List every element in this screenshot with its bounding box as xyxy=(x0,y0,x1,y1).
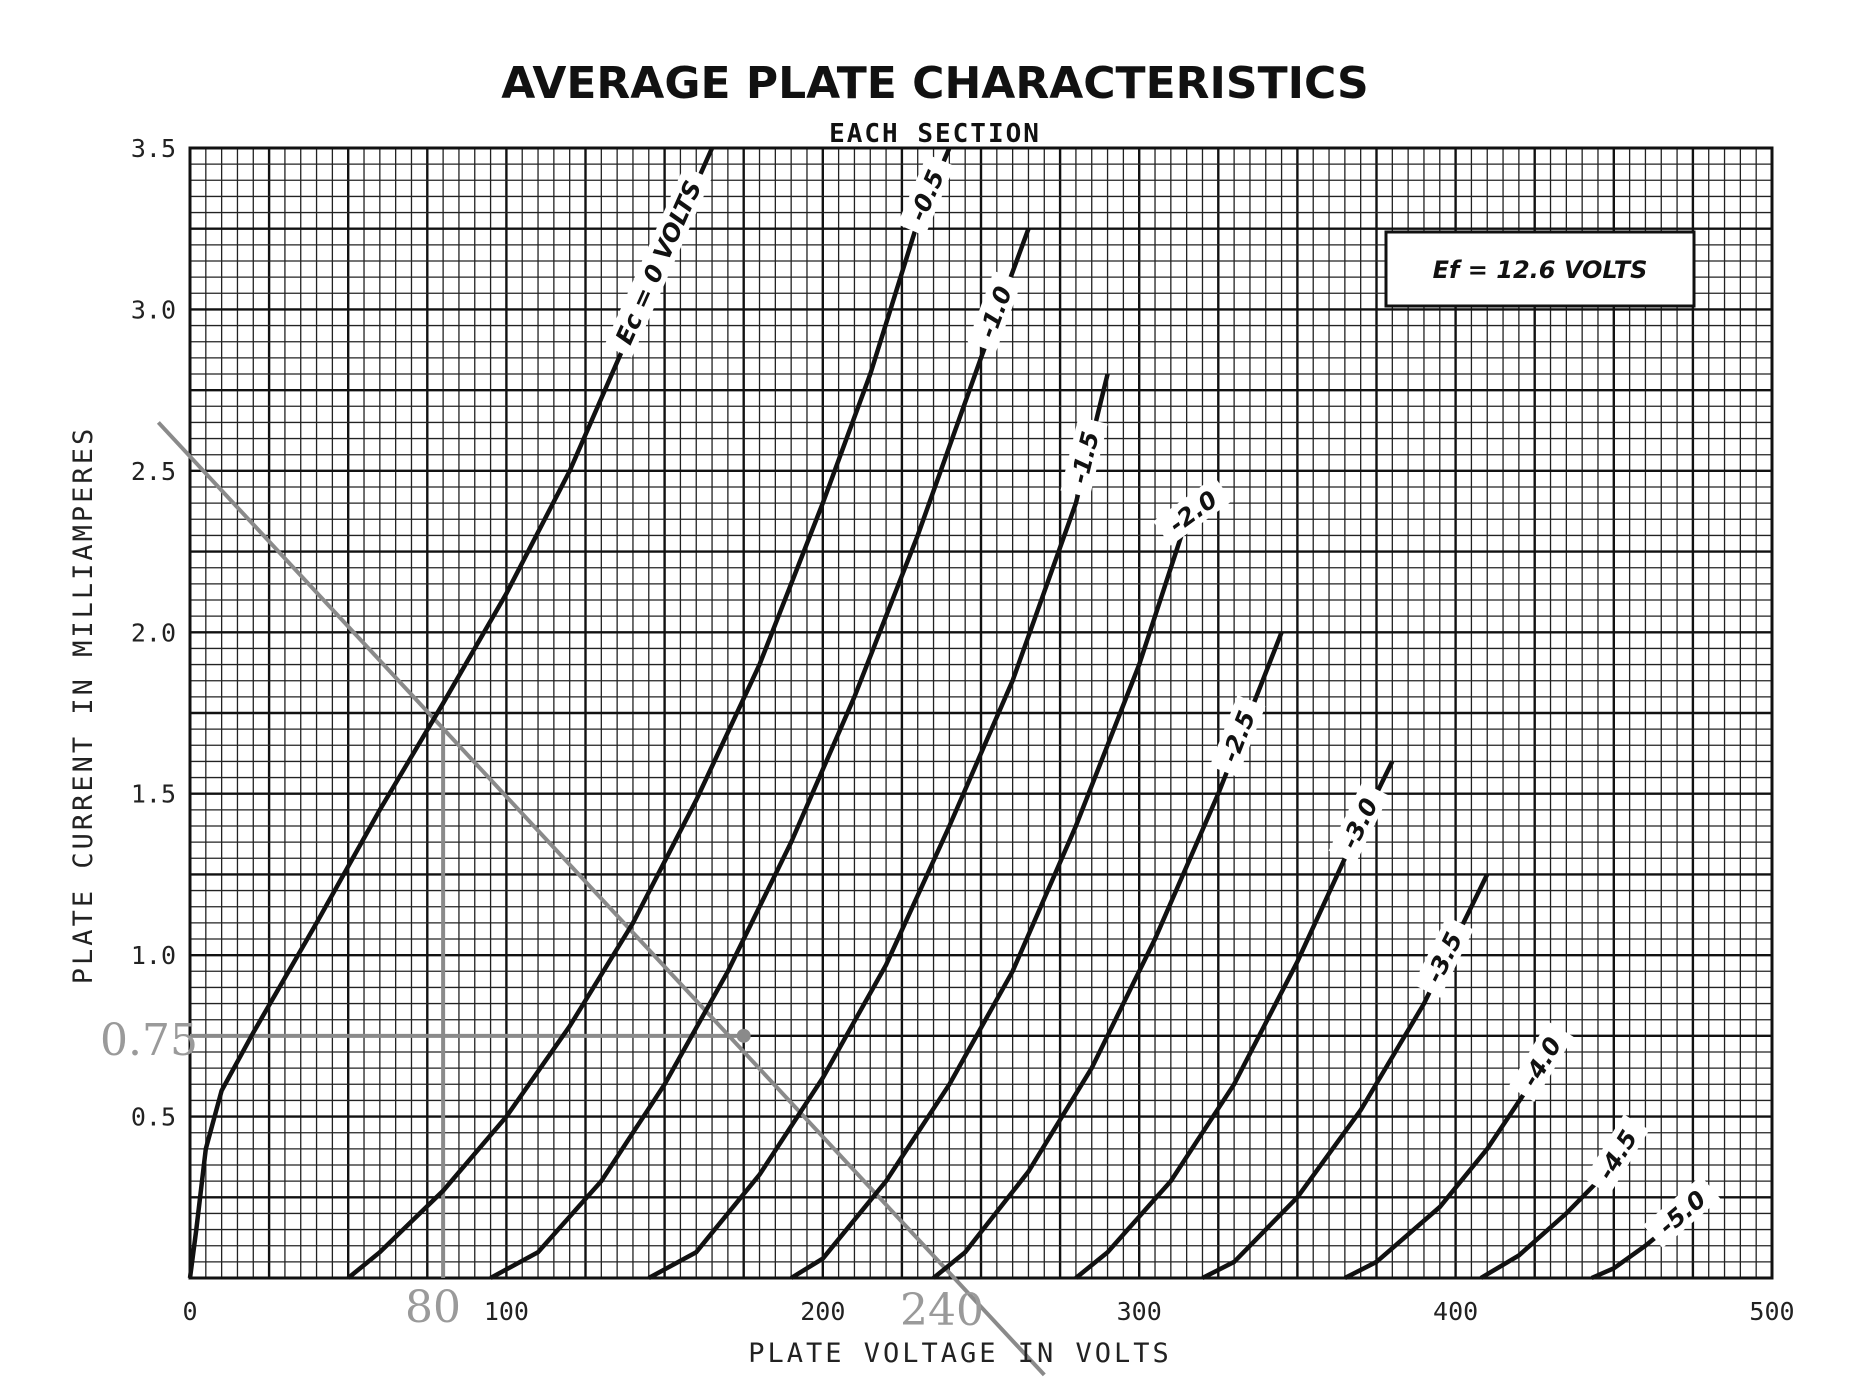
curve-label-bg xyxy=(1584,1114,1650,1195)
curve-ec-3 xyxy=(647,373,1110,1280)
y-axis-label: PLATE CURRENT IN MILLIAMPERES xyxy=(68,426,99,984)
curve-label-bg xyxy=(1209,695,1266,777)
handwritten-y-value: 0.75 xyxy=(100,1015,198,1066)
y-tick-label: 1.5 xyxy=(131,780,176,809)
y-tick-label: 0.5 xyxy=(131,1103,176,1132)
handwritten-x-value-80: 80 xyxy=(405,1282,461,1333)
handwritten-x-value-240: 240 xyxy=(900,1285,984,1336)
operating-point-marker xyxy=(736,1028,751,1043)
curve-label: -0.5 xyxy=(904,166,950,225)
x-tick-label: 200 xyxy=(800,1297,845,1326)
curve-label-bg xyxy=(967,270,1022,353)
filament-voltage-label: Ef = 12.6 VOLTS xyxy=(1433,256,1648,284)
y-tick-label: 1.0 xyxy=(131,941,176,970)
curve-label-bg xyxy=(1328,782,1389,864)
curve-label-group: -1.0 xyxy=(967,270,1022,353)
curve-label: Ec = 0 VOLTS xyxy=(610,176,707,348)
curve-ec-4 xyxy=(790,501,1211,1280)
chart-title: AVERAGE PLATE CHARACTERISTICS xyxy=(501,58,1369,109)
curve-label-bg xyxy=(897,154,955,236)
curve-label-group: -1.5 xyxy=(1060,416,1108,498)
curve-label-bg xyxy=(1643,1175,1721,1248)
curve-label: -2.5 xyxy=(1216,707,1261,766)
x-tick-label: 500 xyxy=(1749,1297,1794,1326)
curve-ec-0 xyxy=(187,147,715,1279)
curve-label-bg xyxy=(604,166,712,358)
x-axis-label: PLATE VOLTAGE IN VOLTS xyxy=(748,1338,1172,1369)
chart-subtitle: EACH SECTION xyxy=(829,119,1041,149)
x-tick-label: 400 xyxy=(1433,1297,1478,1326)
load-line xyxy=(156,421,1046,1377)
curve-label-bg xyxy=(1060,416,1108,498)
y-tick-label: 2.5 xyxy=(131,457,176,486)
curve-label-bg xyxy=(1508,1021,1574,1102)
pencil-load-line-overlay xyxy=(156,421,1046,1377)
curve-ec-5 xyxy=(932,631,1284,1280)
curve-label-bg xyxy=(1153,476,1233,546)
curve-ec-2 xyxy=(489,227,1031,1280)
filament-voltage-box: Ef = 12.6 VOLTS xyxy=(1384,230,1696,308)
axis-ticks: 0 100 200 300 400 500 0.5 1.0 1.5 2.0 2.5 3.0 3.5 xyxy=(131,134,1795,1326)
y-tick-label: 3.0 xyxy=(131,295,176,324)
curve-label-group: -4.5 xyxy=(1584,1114,1650,1195)
x-tick-label: 100 xyxy=(484,1297,529,1326)
curve-label: -1.5 xyxy=(1065,429,1105,487)
curve-label-group: -0.5 xyxy=(897,154,955,236)
curve-label-bg xyxy=(1413,916,1474,998)
x-tick-label: 0 xyxy=(182,1297,197,1326)
curve-label-group: Ec = 0 VOLTS xyxy=(604,166,712,358)
curve-ec-1 xyxy=(346,147,952,1280)
curve-label-group: -3.5 xyxy=(1413,916,1474,998)
x-tick-label: 300 xyxy=(1117,1297,1162,1326)
y-tick-label: 3.5 xyxy=(131,134,176,163)
plot-frame xyxy=(188,146,1774,1280)
y-tick-label: 2.0 xyxy=(131,618,176,647)
